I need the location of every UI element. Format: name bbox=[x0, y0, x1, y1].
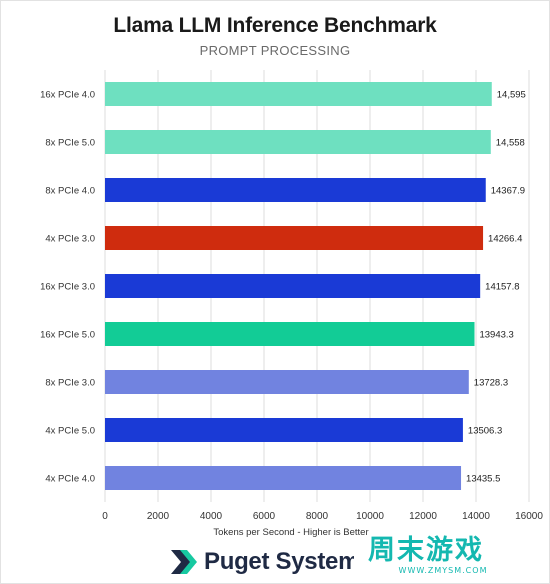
value-label: 14,595 bbox=[497, 90, 526, 101]
category-label: 4x PCIe 4.0 bbox=[45, 474, 95, 485]
category-label: 4x PCIe 3.0 bbox=[45, 234, 95, 245]
category-label: 16x PCIe 4.0 bbox=[40, 90, 95, 101]
watermark-url: WWW.ZMYSM.COM bbox=[398, 566, 488, 575]
chart-title: Llama LLM Inference Benchmark bbox=[113, 14, 437, 37]
bar bbox=[105, 130, 491, 154]
x-tick-label: 16000 bbox=[515, 511, 543, 522]
puget-logo: Puget Systems bbox=[168, 544, 358, 580]
bar bbox=[105, 418, 463, 442]
category-label: 8x PCIe 3.0 bbox=[45, 378, 95, 389]
category-label: 16x PCIe 5.0 bbox=[40, 330, 95, 341]
category-label: 16x PCIe 3.0 bbox=[40, 282, 95, 293]
bar bbox=[105, 466, 462, 490]
x-tick-label: 2000 bbox=[147, 511, 170, 522]
value-label: 13943.3 bbox=[479, 330, 513, 341]
bar bbox=[105, 226, 484, 250]
x-tick-label: 14000 bbox=[462, 511, 490, 522]
value-label: 13435.5 bbox=[466, 474, 500, 485]
x-tick-label: 6000 bbox=[253, 511, 276, 522]
value-label: 14266.4 bbox=[488, 234, 522, 245]
x-tick-label: 8000 bbox=[306, 511, 329, 522]
bar bbox=[105, 274, 481, 298]
x-tick-label: 0 bbox=[102, 511, 108, 522]
bar bbox=[105, 82, 492, 106]
category-label: 8x PCIe 4.0 bbox=[45, 186, 95, 197]
category-label: 8x PCIe 5.0 bbox=[45, 138, 95, 149]
watermark-text: 周末游戏 bbox=[368, 535, 484, 566]
value-label: 13506.3 bbox=[468, 426, 502, 437]
value-label: 13728.3 bbox=[474, 378, 508, 389]
x-tick-label: 10000 bbox=[356, 511, 384, 522]
site-watermark: 周末游戏 WWW.ZMYSM.COM bbox=[368, 536, 544, 582]
logo-text: Puget Systems bbox=[204, 548, 354, 575]
category-label: 4x PCIe 5.0 bbox=[45, 426, 95, 437]
bar bbox=[105, 322, 475, 346]
puget-chevron-icon bbox=[171, 550, 197, 574]
value-label: 14367.9 bbox=[491, 186, 525, 197]
value-label: 14157.8 bbox=[485, 282, 519, 293]
x-axis-title: Tokens per Second - Higher is Better bbox=[213, 527, 368, 538]
bar bbox=[105, 178, 486, 202]
value-label: 14,558 bbox=[496, 138, 525, 149]
x-tick-label: 12000 bbox=[409, 511, 437, 522]
x-tick-label: 4000 bbox=[200, 511, 223, 522]
chart-subtitle: PROMPT PROCESSING bbox=[199, 43, 351, 58]
bar bbox=[105, 370, 469, 394]
